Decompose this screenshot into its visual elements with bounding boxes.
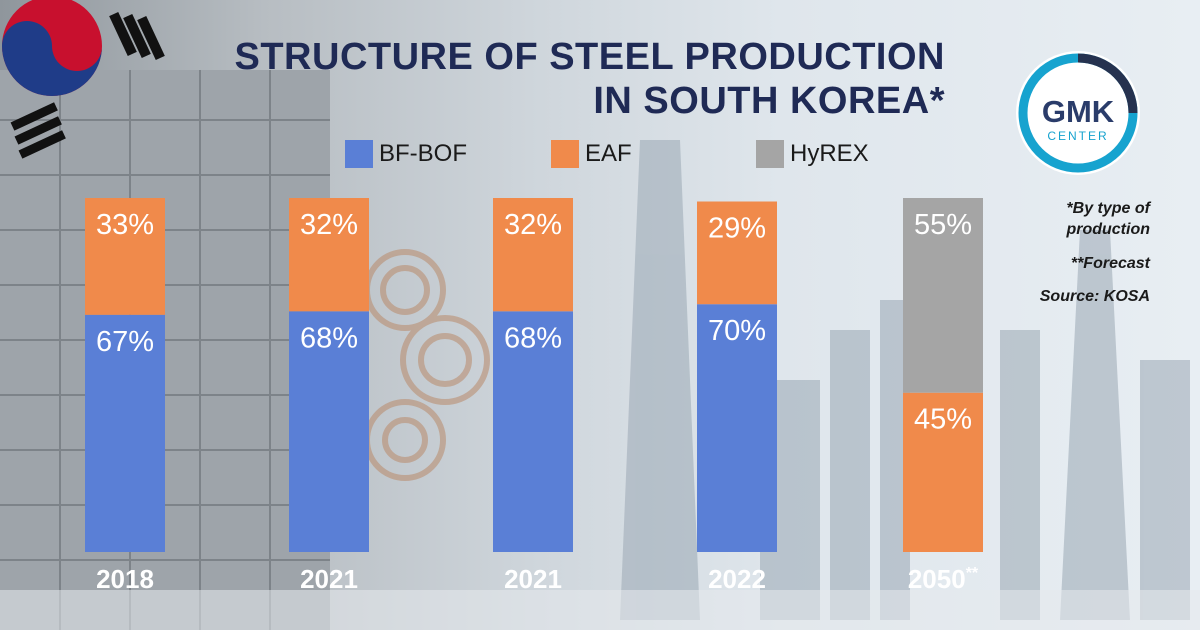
data-label-eaf-3: 32% <box>504 209 562 241</box>
legend-swatch-hyrex <box>756 140 784 168</box>
legend-label-eaf: EAF <box>585 140 632 167</box>
bar-segment-eaf-4 <box>697 201 777 305</box>
data-label-bf-bof-1: 67% <box>96 326 154 358</box>
data-label-eaf-2: 32% <box>300 209 358 241</box>
x-tick-label-3: 2021 <box>504 564 562 594</box>
note-by-type-line1: *By type of <box>1066 200 1150 217</box>
note-by-type-line2: production <box>1066 221 1150 238</box>
bar-segment-eaf-2 <box>289 198 369 312</box>
data-label-eaf-1: 33% <box>96 209 154 241</box>
note-source: Source: KOSA <box>1039 288 1150 305</box>
note-by-type: *By type of production <box>1066 198 1150 240</box>
bar-segment-eaf-5 <box>903 392 983 552</box>
legend-item-eaf: EAF <box>551 140 632 168</box>
note-forecast: **Forecast <box>1070 255 1150 272</box>
bar-segment-hyrex-5 <box>903 198 983 393</box>
bar-segment-bf-bof-1 <box>85 314 165 552</box>
chart-title-line-1: STRUCTURE OF STEEL PRODUCTION <box>234 36 945 78</box>
legend-swatch-eaf <box>551 140 579 168</box>
legend-item-hyrex: HyREX <box>756 140 869 168</box>
logo-text-sub: CENTER <box>1047 129 1108 143</box>
x-tick-label-1: 2018 <box>96 564 154 594</box>
x-tick-label-4: 2022 <box>708 564 766 594</box>
data-label-eaf-5: 45% <box>914 404 972 436</box>
data-label-bf-bof-3: 68% <box>504 322 562 354</box>
bar-segment-eaf-1 <box>85 198 165 315</box>
bar-segment-eaf-3 <box>493 198 573 312</box>
logo-text-main: GMK <box>1042 94 1115 129</box>
legend-label-bf-bof: BF-BOF <box>379 140 467 167</box>
x-tick-label-2: 2021 <box>300 564 358 594</box>
bar-segment-bf-bof-2 <box>289 311 369 552</box>
legend-item-bf-bof: BF-BOF <box>345 140 467 168</box>
data-label-bf-bof-2: 68% <box>300 322 358 354</box>
data-label-bf-bof-4: 70% <box>708 315 766 347</box>
data-label-eaf-4: 29% <box>708 213 766 245</box>
legend-label-hyrex: HyREX <box>790 140 869 167</box>
x-tick-label-5: 2050** <box>908 564 979 594</box>
gmk-center-logo: GMK CENTER <box>1016 51 1140 175</box>
data-label-hyrex-5: 55% <box>914 209 972 241</box>
bar-segment-bf-bof-3 <box>493 311 573 552</box>
chart-title-line-2: IN SOUTH KOREA* <box>593 80 945 122</box>
legend-swatch-bf-bof <box>345 140 373 168</box>
bar-segment-bf-bof-4 <box>697 304 777 552</box>
